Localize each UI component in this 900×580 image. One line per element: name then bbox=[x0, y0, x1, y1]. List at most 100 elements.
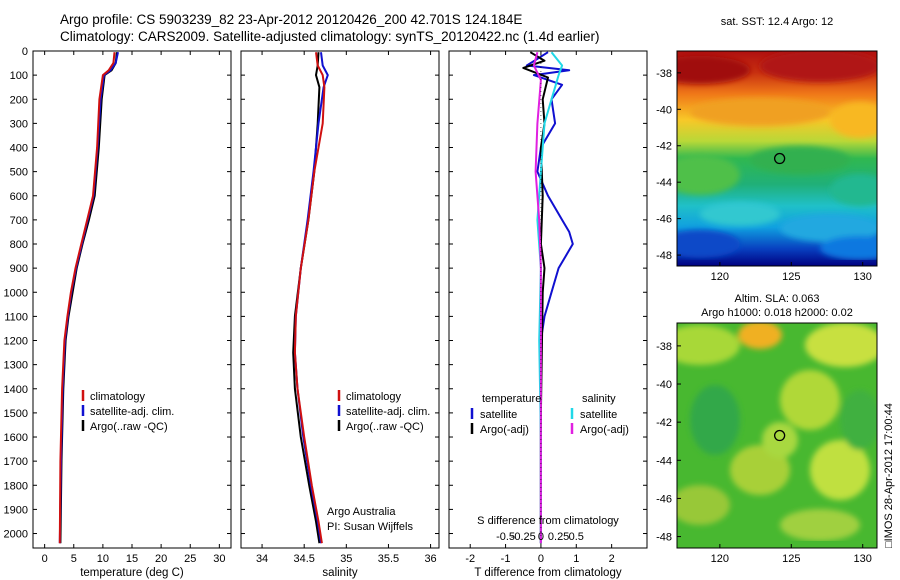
x-tick-label: 34.5 bbox=[293, 553, 314, 565]
depth-tick-label: 1200 bbox=[4, 336, 28, 348]
salinity-profile-frame bbox=[240, 50, 440, 549]
legend-label: climatology bbox=[346, 391, 402, 403]
legend-label: Argo(-adj) bbox=[480, 424, 529, 436]
legend-label: Argo(-adj) bbox=[580, 424, 629, 436]
sla-blob bbox=[810, 440, 870, 500]
x-tick-label: 1 bbox=[573, 553, 579, 565]
sla-field bbox=[677, 323, 877, 548]
panel-annotation: Argo Australia bbox=[327, 506, 396, 518]
panel-annotation: PI: Susan Wijffels bbox=[327, 521, 413, 533]
diff-top-tick-label: -0.25 bbox=[511, 531, 536, 543]
temperature-profile-xlabel: temperature (deg C) bbox=[80, 567, 184, 579]
depth-tick-label: 900 bbox=[10, 263, 28, 275]
sla-blob bbox=[805, 323, 877, 367]
map-lat-label: -44 bbox=[656, 455, 672, 467]
sst-blob bbox=[830, 102, 877, 138]
sla-map-frame bbox=[676, 322, 878, 549]
sst-blob bbox=[760, 51, 877, 82]
figure-title-line2: Climatology: CARS2009. Satellite-adjuste… bbox=[60, 29, 600, 44]
sst-field bbox=[677, 51, 877, 266]
map-lat-label: -42 bbox=[656, 141, 672, 153]
sst-blob bbox=[830, 174, 877, 206]
legend-label: climatology bbox=[90, 391, 146, 403]
depth-tick-label: 0 bbox=[22, 46, 28, 58]
depth-tick-label: 300 bbox=[10, 118, 28, 130]
x-tick-label: 30 bbox=[213, 553, 225, 565]
diff-top-xlabel: S difference from climatology bbox=[477, 515, 619, 527]
sla-blob bbox=[677, 485, 730, 525]
depth-tick-label: 1300 bbox=[4, 360, 28, 372]
depth-tick-label: 1900 bbox=[4, 504, 28, 516]
legend-label: satellite bbox=[480, 409, 517, 421]
x-tick-label: 34 bbox=[256, 553, 268, 565]
diff-top-tick-label: -0.5 bbox=[496, 531, 515, 543]
depth-tick-label: 1700 bbox=[4, 456, 28, 468]
legend-label: satellite-adj. clim. bbox=[90, 406, 174, 418]
legend-label: Argo(..raw -QC) bbox=[90, 421, 168, 433]
depth-tick-label: 1800 bbox=[4, 480, 28, 492]
sst-blob bbox=[677, 155, 740, 195]
map-lon-label: 120 bbox=[711, 553, 729, 565]
x-tick-label: 20 bbox=[155, 553, 167, 565]
x-tick-label: 5 bbox=[71, 553, 77, 565]
x-tick-label: -1 bbox=[501, 553, 511, 565]
map-lon-label: 130 bbox=[854, 553, 872, 565]
figure-title-line1: Argo profile: CS 5903239_82 23-Apr-2012 … bbox=[60, 12, 523, 27]
legend-label: Argo(..raw -QC) bbox=[346, 421, 424, 433]
sla-title-line2: Argo h1000: 0.018 h2000: 0.02 bbox=[701, 307, 853, 319]
depth-tick-label: 100 bbox=[10, 70, 28, 82]
diff-legend-title: temperature bbox=[482, 393, 541, 405]
sst-blob bbox=[690, 98, 830, 126]
x-tick-label: 10 bbox=[97, 553, 109, 565]
legend-label: satellite-adj. clim. bbox=[346, 406, 430, 418]
diff-top-tick-label: 0.5 bbox=[569, 531, 584, 543]
x-tick-label: 0 bbox=[538, 553, 544, 565]
temperature-profile-series-group bbox=[58, 51, 119, 544]
x-tick-label: -2 bbox=[465, 553, 475, 565]
x-tick-label: 35 bbox=[340, 553, 352, 565]
salinity-profile-series-group bbox=[292, 52, 329, 544]
depth-tick-label: 800 bbox=[10, 239, 28, 251]
sla-blobs bbox=[677, 323, 877, 541]
sst-blob bbox=[820, 236, 877, 260]
depth-tick-label: 1000 bbox=[4, 287, 28, 299]
sst-map-frame bbox=[676, 50, 878, 267]
sla-blob bbox=[780, 509, 860, 541]
sla-blob bbox=[780, 370, 840, 430]
series-line-magenta bbox=[532, 51, 542, 544]
sst-blob bbox=[750, 146, 850, 174]
map-lon-label: 130 bbox=[854, 271, 872, 283]
depth-tick-label: 1100 bbox=[4, 311, 28, 323]
sst-blob bbox=[677, 230, 740, 258]
map-lat-label: -46 bbox=[656, 493, 672, 505]
sla-blob bbox=[677, 325, 740, 365]
map-lat-label: -38 bbox=[656, 68, 672, 80]
depth-tick-label: 600 bbox=[10, 191, 28, 203]
series-line-clim bbox=[58, 52, 116, 544]
sla-title-line1: Altim. SLA: 0.063 bbox=[735, 293, 820, 305]
map-lat-label: -38 bbox=[656, 341, 672, 353]
sla-blob bbox=[840, 390, 877, 450]
depth-tick-label: 1400 bbox=[4, 384, 28, 396]
x-tick-label: 35.5 bbox=[378, 553, 399, 565]
depth-tick-label: 200 bbox=[10, 94, 28, 106]
map-lat-label: -48 bbox=[656, 532, 672, 544]
series-line-clim bbox=[293, 52, 326, 544]
depth-tick-label: 1600 bbox=[4, 432, 28, 444]
argo-position-marker bbox=[773, 429, 786, 442]
difference-profile-xlabel: T difference from climatology bbox=[474, 567, 621, 579]
difference-profile-frame bbox=[448, 50, 648, 549]
sla-blob bbox=[738, 323, 782, 349]
sst-blob bbox=[780, 214, 877, 242]
map-lat-label: -46 bbox=[656, 214, 672, 226]
sst-blob bbox=[677, 56, 750, 84]
salinity-profile-xlabel: salinity bbox=[322, 567, 357, 579]
map-lon-label: 125 bbox=[782, 553, 800, 565]
diff-legend-title: salinity bbox=[582, 393, 616, 405]
diff-top-tick-label: 0 bbox=[538, 531, 544, 543]
sst-blob bbox=[700, 202, 780, 226]
map-lat-label: -40 bbox=[656, 104, 672, 116]
map-lon-label: 125 bbox=[782, 271, 800, 283]
x-tick-label: 0 bbox=[42, 553, 48, 565]
depth-tick-label: 500 bbox=[10, 167, 28, 179]
